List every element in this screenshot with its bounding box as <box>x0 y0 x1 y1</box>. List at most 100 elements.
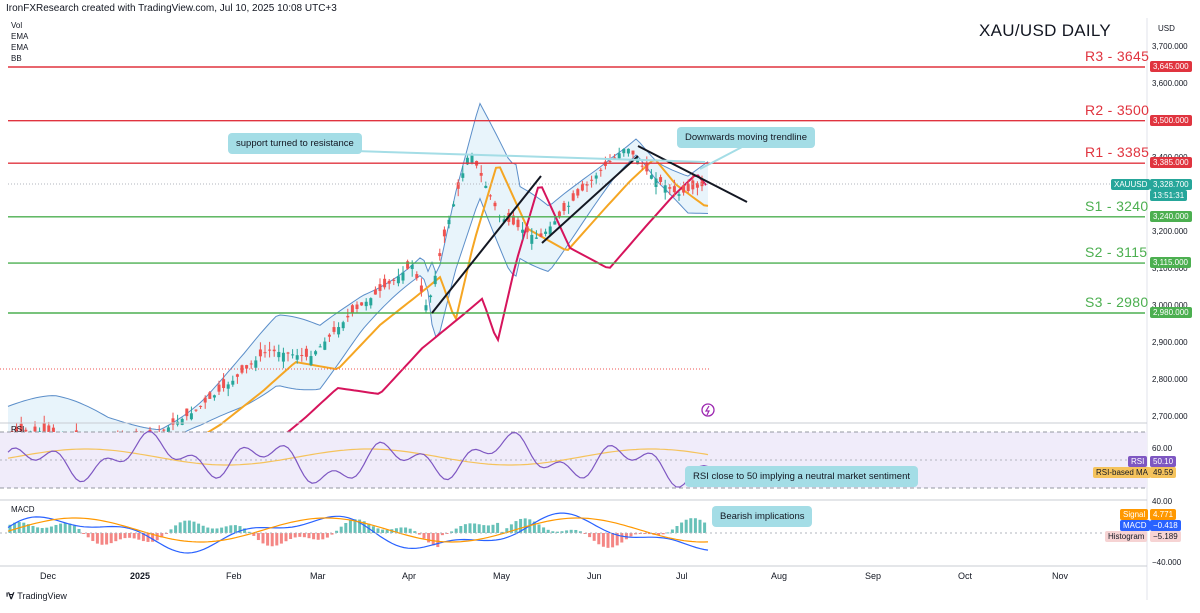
macd-pane-label[interactable]: MACD <box>11 505 35 514</box>
macd-histogram-bar <box>454 528 458 533</box>
macd-histogram-bar <box>408 528 412 533</box>
macd-histogram-bar <box>436 533 440 548</box>
rsi-ma-value-tag: 49.59 <box>1150 467 1177 478</box>
time-axis-label: Oct <box>958 571 973 581</box>
macd-histogram-bar <box>574 529 578 533</box>
candle-body <box>373 289 377 295</box>
legend-ema-1[interactable]: EMA <box>11 32 29 41</box>
price-tick: 3,000.000 <box>1152 300 1188 310</box>
macd-histogram-bar <box>307 533 311 539</box>
time-axis-label: Feb <box>226 571 242 581</box>
candle-body <box>295 355 299 360</box>
candle-body <box>626 148 630 154</box>
candle-body <box>203 397 207 403</box>
macd-histogram-bar <box>440 533 444 536</box>
time-axis-label: Dec <box>40 571 57 581</box>
legend-bb[interactable]: BB <box>11 54 22 63</box>
macd-histogram-bar <box>422 533 426 539</box>
candle-body <box>599 169 603 171</box>
tradingview-brand[interactable]: ꞋⱯ TradingView <box>6 591 67 602</box>
callout-support-resistance: support turned to resistance <box>228 133 362 154</box>
callout-pointer-support <box>354 150 706 163</box>
candle-body <box>286 352 290 354</box>
candle-body <box>51 427 55 434</box>
macd-histogram-bar <box>197 523 201 533</box>
macd-histogram-bar <box>477 524 481 533</box>
macd-histogram-bar <box>105 533 109 545</box>
macd-histogram-bar <box>551 531 555 533</box>
rising-trendline-1 <box>431 175 542 314</box>
price-tick: 3,100.000 <box>1152 263 1188 273</box>
macd-histogram-bar <box>450 531 454 533</box>
level-badge-s2: 3,115.000 <box>1150 257 1191 269</box>
level-badge-r3: 3,645.000 <box>1150 61 1192 72</box>
level-badge-s3: 2,980.000 <box>1150 307 1192 318</box>
candle-body <box>590 179 594 181</box>
macd-histogram-bar <box>620 533 624 543</box>
indicator-legend[interactable]: Vol EMA EMA BB <box>11 20 28 64</box>
candle-body <box>613 157 617 159</box>
signal-name-tag: Signal <box>1120 509 1149 520</box>
bollinger-band-fill <box>8 103 708 471</box>
macd-histogram-bar <box>95 533 99 544</box>
candle-body <box>663 185 667 193</box>
macd-histogram-bar <box>537 524 541 533</box>
ema-fast-line <box>199 159 709 439</box>
macd-histogram-bar <box>376 528 380 533</box>
candle-body <box>350 305 354 313</box>
rsi-pane-label[interactable]: RSI <box>11 425 25 434</box>
legend-ema-2[interactable]: EMA <box>11 43 29 52</box>
macd-histogram-bar <box>325 533 329 538</box>
candle-body <box>277 351 281 358</box>
time-axis-label: Jun <box>587 571 602 581</box>
macd-histogram-bar <box>40 528 44 533</box>
candle-body <box>249 363 253 365</box>
candle-body <box>557 211 561 217</box>
macd-histogram-bar <box>601 533 605 547</box>
macd-histogram-bar <box>270 533 274 547</box>
candle-body <box>594 175 598 179</box>
candle-body <box>631 150 635 155</box>
macd-histogram-bar <box>330 533 334 535</box>
macd-histogram-bar <box>569 529 573 533</box>
candle-body <box>337 327 341 335</box>
macd-histogram-bar <box>91 533 95 542</box>
rsi-ma-line <box>7 448 709 466</box>
macd-tick-low: −40.000 <box>1152 558 1182 567</box>
candle-body <box>636 160 640 165</box>
macd-histogram-bar <box>675 526 679 533</box>
macd-histogram-bar <box>137 533 141 540</box>
currency-label: USD <box>1158 24 1175 33</box>
candle-body <box>415 274 419 279</box>
macd-histogram-bar <box>312 533 316 540</box>
macd-histogram-bar <box>224 526 228 533</box>
macd-histogram-bar <box>680 522 684 533</box>
candle-body <box>654 178 658 187</box>
macd-histogram-bar <box>647 533 651 535</box>
macd-histogram-bar <box>54 524 58 533</box>
candle-body <box>33 426 37 432</box>
macd-histogram-bar <box>578 531 582 533</box>
macd-histogram-bar <box>634 533 638 535</box>
candle-body <box>567 205 571 207</box>
candle-body <box>235 374 239 377</box>
macd-histogram-bar <box>178 522 182 533</box>
candle-body <box>493 202 497 207</box>
candle-body <box>617 153 621 159</box>
macd-histogram-bar <box>275 533 279 546</box>
macd-histogram-bar <box>49 526 53 533</box>
macd-histogram-bar <box>118 533 122 540</box>
macd-histogram-bar <box>427 533 431 543</box>
legend-vol[interactable]: Vol <box>11 21 23 30</box>
candle-body <box>640 165 644 167</box>
candle-body <box>254 360 258 368</box>
candle-body <box>608 161 612 163</box>
callout-trendline: Downwards moving trendline <box>677 127 815 148</box>
candle-body <box>231 380 235 385</box>
macd-histogram-bar <box>532 521 536 533</box>
histogram-name-tag: Histogram <box>1105 531 1148 542</box>
candle-body <box>686 183 690 191</box>
candle-body <box>585 183 589 186</box>
